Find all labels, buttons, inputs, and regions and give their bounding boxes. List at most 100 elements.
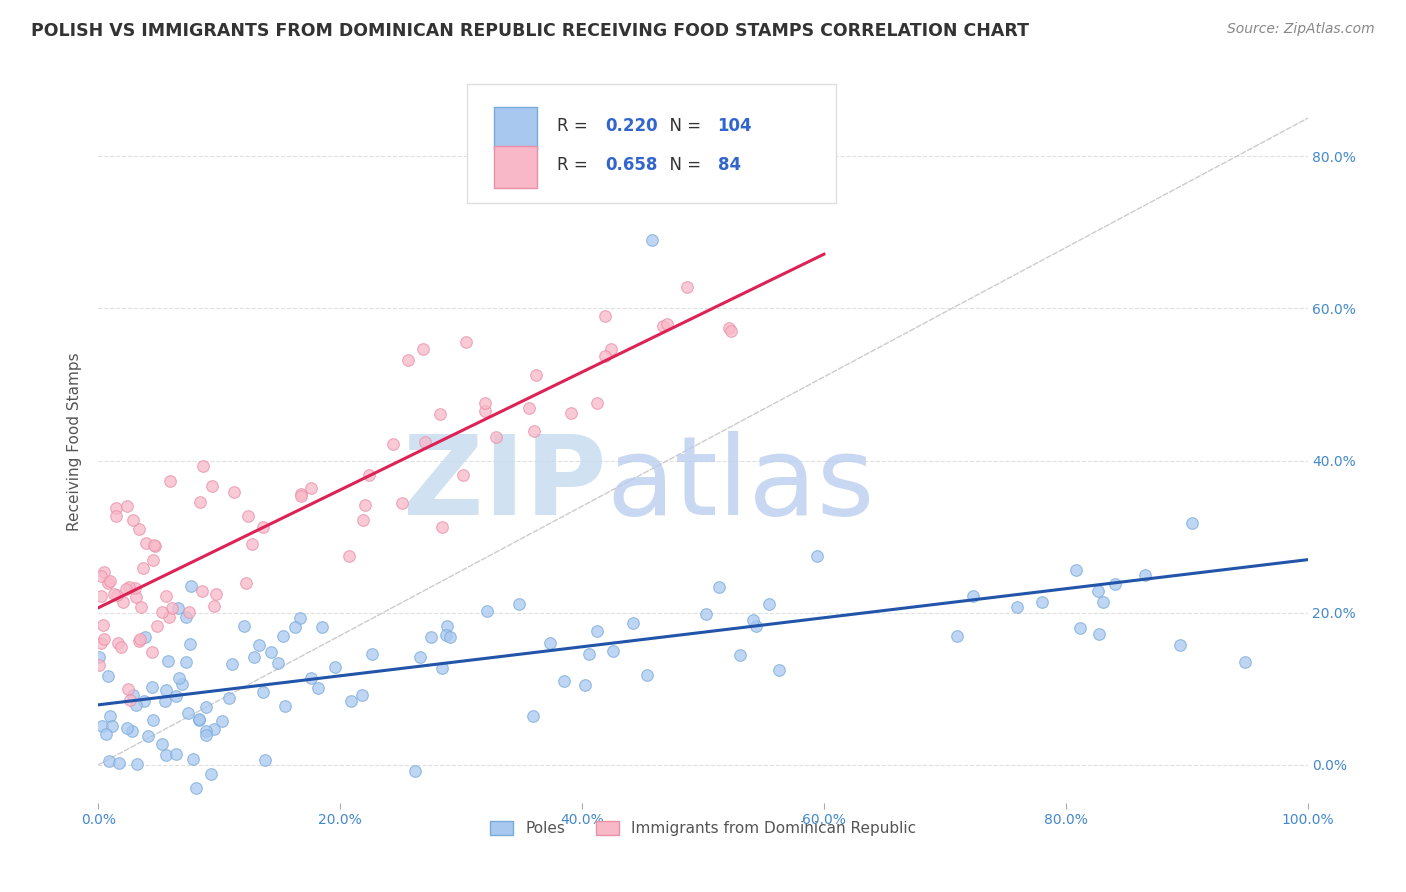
Text: POLISH VS IMMIGRANTS FROM DOMINICAN REPUBLIC RECEIVING FOOD STAMPS CORRELATION C: POLISH VS IMMIGRANTS FROM DOMINICAN REPU… — [31, 22, 1029, 40]
Point — [290, 489, 312, 503]
Point — [267, 657, 290, 671]
Point — [517, 401, 540, 415]
Point — [1005, 599, 1028, 614]
Text: Source: ZipAtlas.com: Source: ZipAtlas.com — [1227, 22, 1375, 37]
Point — [474, 404, 496, 418]
Point — [93, 632, 115, 646]
Point — [430, 661, 453, 675]
Point — [352, 688, 374, 702]
Point — [128, 523, 150, 537]
Point — [91, 718, 114, 732]
Point — [290, 486, 312, 500]
Point — [474, 396, 496, 410]
Point — [404, 764, 426, 778]
FancyBboxPatch shape — [494, 107, 537, 150]
Point — [143, 539, 166, 553]
Point — [200, 766, 222, 780]
Point — [221, 657, 243, 671]
Point — [141, 645, 163, 659]
Text: N =: N = — [659, 156, 707, 174]
Point — [524, 368, 547, 383]
Point — [655, 317, 678, 331]
Point — [720, 324, 742, 338]
Point — [193, 458, 215, 473]
Point — [806, 549, 828, 563]
Point — [135, 536, 157, 550]
Point — [485, 430, 508, 444]
Point — [157, 609, 180, 624]
Point — [142, 713, 165, 727]
Point — [946, 629, 969, 643]
Point — [153, 694, 176, 708]
Point — [585, 396, 607, 410]
Point — [124, 581, 146, 595]
Point — [260, 645, 283, 659]
Point — [155, 682, 177, 697]
Point — [621, 616, 644, 631]
Point — [574, 678, 596, 692]
Point — [1133, 568, 1156, 582]
Point — [155, 589, 177, 603]
Point — [181, 752, 204, 766]
Text: R =: R = — [557, 117, 593, 135]
Point — [1064, 564, 1087, 578]
Point — [432, 520, 454, 534]
Point — [413, 435, 436, 450]
Y-axis label: Receiving Food Stamps: Receiving Food Stamps — [67, 352, 83, 531]
Point — [117, 681, 139, 696]
Point — [96, 727, 118, 741]
Point — [174, 655, 197, 669]
Point — [522, 709, 544, 723]
Point — [599, 342, 621, 356]
Point — [602, 643, 624, 657]
Point — [709, 580, 731, 594]
Point — [103, 587, 125, 601]
Point — [127, 757, 149, 772]
Point — [340, 694, 363, 708]
Point — [191, 584, 214, 599]
Point — [165, 747, 187, 762]
Text: 84: 84 — [717, 156, 741, 174]
Point — [159, 474, 181, 488]
Point — [523, 424, 546, 438]
Point — [165, 689, 187, 703]
Point — [167, 601, 190, 615]
Point — [538, 636, 561, 650]
Point — [288, 611, 311, 625]
Point — [118, 580, 141, 594]
Point — [90, 568, 112, 582]
Point — [560, 406, 582, 420]
Point — [451, 468, 474, 483]
Point — [271, 630, 294, 644]
Point — [299, 671, 322, 685]
Point — [174, 610, 197, 624]
Point — [211, 714, 233, 729]
Point — [194, 728, 217, 742]
Point — [134, 630, 156, 644]
Point — [177, 605, 200, 619]
Point — [141, 681, 163, 695]
Point — [730, 648, 752, 663]
Point — [90, 589, 112, 603]
Point — [593, 309, 616, 323]
Point — [283, 619, 305, 633]
Point — [436, 628, 458, 642]
Point — [110, 640, 132, 654]
Point — [235, 576, 257, 591]
FancyBboxPatch shape — [467, 84, 837, 203]
Point — [172, 677, 194, 691]
Point — [768, 663, 790, 677]
Point — [252, 685, 274, 699]
Point — [1091, 595, 1114, 609]
Point — [1087, 583, 1109, 598]
Point — [101, 719, 124, 733]
Point — [115, 500, 138, 514]
Point — [353, 498, 375, 512]
Point — [744, 619, 766, 633]
Point — [112, 595, 135, 609]
Point — [508, 597, 530, 611]
Point — [188, 712, 211, 726]
Point — [121, 724, 143, 739]
Point — [90, 636, 112, 650]
Point — [132, 694, 155, 708]
